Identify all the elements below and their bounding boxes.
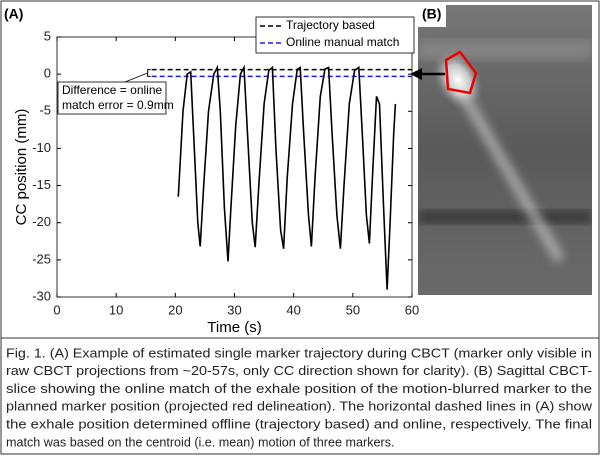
caption: Fig. 1. (A) Example of estimated single … [6, 346, 593, 449]
y-tick-label: 0 [44, 66, 51, 81]
caption-line: slice showing the online match of the ex… [6, 382, 592, 396]
caption-line: planned marker position (projected red d… [6, 400, 593, 414]
legend-label: Trajectory based [286, 18, 375, 32]
y-tick-label: -30 [32, 288, 51, 303]
annotation-box [57, 81, 167, 115]
y-tick-label: -5 [39, 103, 51, 118]
x-tick-label: 0 [53, 302, 60, 317]
trajectory-line [177, 64, 397, 290]
panel-label: (B) [422, 6, 441, 22]
y-tick-label: -15 [32, 177, 51, 192]
x-tick-label: 20 [168, 302, 182, 317]
ct-image [418, 5, 592, 295]
y-tick-label: -20 [32, 214, 51, 229]
annotation: Difference = online [62, 83, 163, 97]
arrow-head [410, 68, 422, 80]
y-tick-label: -25 [32, 251, 51, 266]
caption-line: raw CBCT projections from ~20-57s, only … [6, 364, 592, 378]
x-tick-label: 10 [109, 302, 123, 317]
caption-line: Fig. 1. (A) Example of estimated single … [6, 346, 592, 360]
annotation: match error = 0.9mm [62, 98, 174, 112]
legend [255, 16, 415, 54]
x-tick-label: 50 [346, 302, 360, 317]
panel-label: (A) [4, 6, 23, 22]
caption-line: match was based on the centroid (i.e. me… [6, 435, 395, 449]
y-axis-label: CC position (mm) [13, 109, 30, 226]
x-axis-label: Time (s) [207, 319, 261, 336]
x-tick-label: 40 [286, 302, 300, 317]
bracket [147, 69, 151, 77]
x-tick-label: 30 [227, 302, 241, 317]
caption-line: the exhale position determined offline (… [6, 418, 592, 432]
y-tick-label: 5 [44, 28, 51, 43]
x-tick-label: 60 [405, 302, 419, 317]
legend-label: Online manual match [286, 35, 399, 49]
y-tick-label: -10 [32, 140, 51, 155]
